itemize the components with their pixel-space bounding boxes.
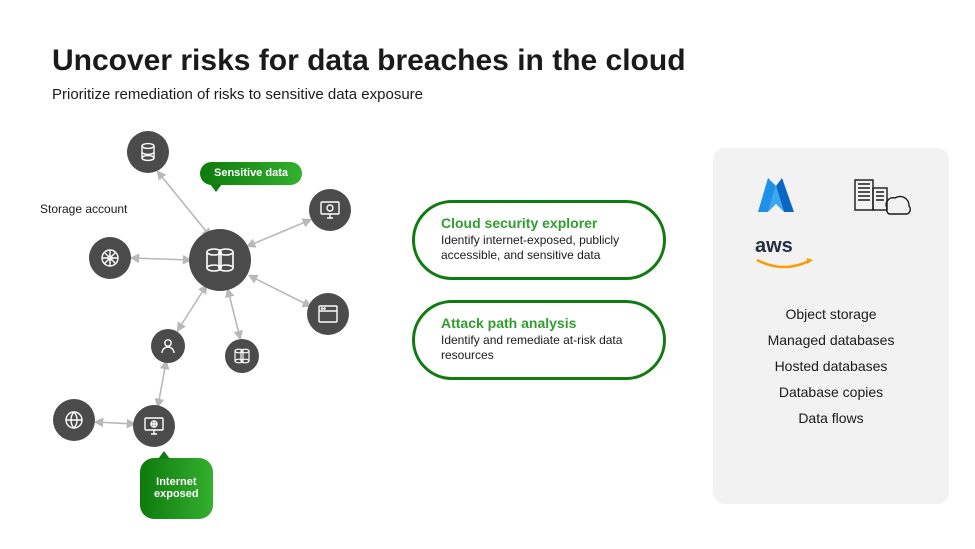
page-title: Uncover risks for data breaches in the c…	[52, 44, 686, 78]
pill-desc: Identify internet-exposed, publicly acce…	[441, 233, 637, 263]
label-storage-account: Storage account	[40, 202, 127, 216]
right-panel: aws Object storage Managed databases Hos…	[713, 148, 949, 504]
logo-row-2: aws	[713, 234, 949, 272]
list-item: Managed databases	[768, 332, 895, 348]
node-database-top	[127, 131, 169, 173]
node-center-database	[189, 229, 251, 291]
list-item: Data flows	[768, 410, 895, 426]
list-item: Object storage	[768, 306, 895, 322]
pill-title: Cloud security explorer	[441, 215, 637, 231]
azure-icon	[752, 172, 800, 220]
node-globe	[53, 399, 95, 441]
callout-text: Sensitive data	[214, 167, 288, 179]
node-user	[151, 329, 185, 363]
network-diagram: Storage account Sensitive data Internet …	[30, 120, 410, 520]
callout-sensitive-data: Sensitive data	[200, 162, 302, 185]
node-database-bottom	[225, 339, 259, 373]
callout-internet-exposed: Internet exposed	[140, 458, 213, 519]
right-list: Object storage Managed databases Hosted …	[768, 306, 895, 436]
node-monitor	[309, 189, 351, 231]
page-subtitle: Prioritize remediation of risks to sensi…	[52, 86, 423, 103]
node-vm	[133, 405, 175, 447]
pill-title: Attack path analysis	[441, 315, 637, 331]
svg-text:aws: aws	[755, 235, 793, 257]
logo-row	[713, 170, 949, 222]
list-item: Database copies	[768, 384, 895, 400]
buildings-cloud-icon	[847, 170, 911, 222]
list-item: Hosted databases	[768, 358, 895, 374]
aws-icon: aws	[751, 234, 817, 272]
callout-text: Internet exposed	[154, 476, 199, 501]
node-wheel	[89, 237, 131, 279]
node-browser	[307, 293, 349, 335]
pill-cloud-security-explorer: Cloud security explorer Identify interne…	[412, 200, 666, 280]
pill-desc: Identify and remediate at-risk data reso…	[441, 333, 637, 363]
pill-attack-path-analysis: Attack path analysis Identify and remedi…	[412, 300, 666, 380]
